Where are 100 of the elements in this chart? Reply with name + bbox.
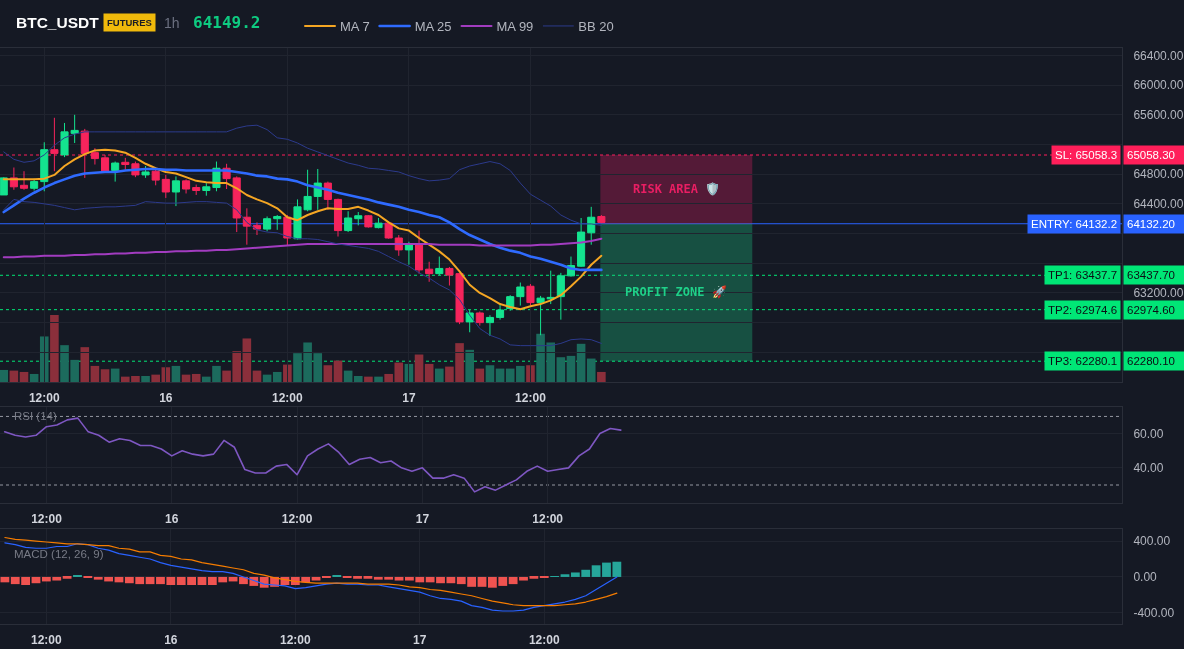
x-tick-label: 17 <box>413 633 427 648</box>
bar <box>363 576 373 579</box>
y-tick-label: 64400.00 <box>1133 197 1184 212</box>
bar <box>353 375 363 382</box>
ref-line-label: TP1: 63437.7 <box>1048 269 1118 281</box>
chart-title: RSI (14) <box>14 409 57 422</box>
y-tick-label: 65600.00 <box>1133 108 1184 122</box>
text: 62280.10 <box>1127 355 1175 367</box>
candlestick <box>364 214 373 229</box>
candlestick <box>232 175 241 233</box>
bar <box>151 374 160 382</box>
text: 1h <box>164 15 180 31</box>
bar <box>414 354 424 382</box>
candlestick <box>344 210 353 233</box>
x-tick-label: 16 <box>164 633 178 648</box>
x-tick-label: 17 <box>402 391 416 406</box>
y-tick-label: 63200.00 <box>1133 286 1184 301</box>
x-tick-label: 12:00 <box>279 633 311 648</box>
candlestick <box>485 314 494 337</box>
y-tick-label: 60.00 <box>1133 426 1164 441</box>
y-tick-label: 40.00 <box>1133 461 1164 476</box>
legend-label: MA 25 <box>414 19 452 35</box>
bar <box>311 576 321 581</box>
candlestick <box>19 170 29 191</box>
line-series <box>3 198 602 347</box>
candlestick <box>546 270 555 305</box>
bar <box>283 364 292 382</box>
line-series <box>2 237 603 259</box>
candlestick <box>151 167 160 186</box>
bar <box>29 373 39 382</box>
candlestick <box>425 261 434 283</box>
bar <box>272 371 282 382</box>
candlestick <box>263 215 272 232</box>
x-tick-label: 12:00 <box>528 633 560 648</box>
candlestick <box>597 214 606 224</box>
bar <box>597 371 606 382</box>
chart-title: BTC_USDT <box>16 14 100 32</box>
candlestick <box>577 217 586 268</box>
candlestick <box>333 198 343 238</box>
bar <box>343 370 353 382</box>
x-tick-label: 12:00 <box>281 512 313 527</box>
bar <box>141 375 150 382</box>
candlestick <box>384 221 393 240</box>
x-tick-label: 16 <box>159 391 173 406</box>
candlestick <box>526 283 535 307</box>
band-label: PROFIT ZONE 🚀 <box>625 285 727 299</box>
y-tick-label: -400.00 <box>1133 606 1175 620</box>
candlestick <box>273 214 282 231</box>
y-tick-label: 64800.00 <box>1133 167 1184 182</box>
bar <box>0 576 10 583</box>
band-label: RISK AREA 🛡 <box>633 182 721 196</box>
candlestick <box>111 161 120 183</box>
bar <box>80 347 90 382</box>
x-tick-label: 12:00 <box>28 391 60 406</box>
bar <box>39 336 49 382</box>
y-tick-label: 66400.00 <box>1133 48 1184 63</box>
bar <box>242 338 252 382</box>
candlestick <box>161 174 170 199</box>
legend-label: MA 99 <box>496 19 534 35</box>
bar <box>477 576 487 587</box>
legend-label: BB 20 <box>578 19 614 35</box>
x-tick-label: 12:00 <box>515 391 547 406</box>
bar <box>424 363 434 382</box>
bar <box>100 369 110 382</box>
bar <box>252 370 262 382</box>
x-tick-label: 17 <box>415 512 430 527</box>
candlestick <box>374 217 383 229</box>
candlestick <box>252 221 262 236</box>
candlestick <box>141 165 150 179</box>
bar <box>526 365 535 382</box>
bar <box>9 370 19 382</box>
y-tick-label: 0.00 <box>1133 570 1158 585</box>
candlestick <box>121 157 130 171</box>
bar <box>110 368 120 382</box>
bar <box>556 357 566 382</box>
bar <box>576 343 586 382</box>
text: 64132.20 <box>1127 218 1175 230</box>
text: FUTURES <box>107 17 152 28</box>
bar <box>566 355 576 382</box>
candlestick <box>496 304 505 321</box>
bar <box>475 368 485 382</box>
x-tick-label: 12:00 <box>272 391 304 406</box>
bar <box>495 368 505 382</box>
x-tick-label: 12:00 <box>31 633 63 648</box>
candlestick <box>30 178 39 192</box>
bar <box>465 349 474 382</box>
y-tick-label: 400.00 <box>1133 534 1171 549</box>
candlestick <box>516 282 525 307</box>
line-series <box>3 124 602 226</box>
bar <box>50 315 59 382</box>
bar <box>394 576 404 581</box>
legend-label: MA 7 <box>340 19 370 35</box>
candlestick <box>354 211 363 226</box>
bar <box>0 369 9 382</box>
ref-line-label: SL: 65058.3 <box>1055 149 1118 161</box>
bar <box>171 365 181 382</box>
candlestick <box>435 256 444 276</box>
ref-line-label: TP2: 62974.6 <box>1048 304 1118 316</box>
candlestick <box>415 230 424 275</box>
ref-line-label: ENTRY: 64132.2 <box>1031 218 1118 230</box>
